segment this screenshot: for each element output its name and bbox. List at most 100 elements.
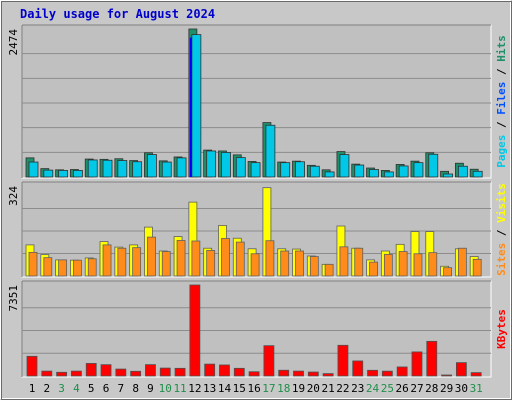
series-name-kbytes: KBytes — [495, 309, 508, 349]
x-tick-label: 17 — [262, 382, 275, 395]
x-tick-label: 29 — [440, 382, 453, 395]
x-tick-label: 28 — [425, 382, 438, 395]
x-tick-label: 8 — [132, 382, 139, 395]
x-tick-label: 23 — [351, 382, 364, 395]
bar-sites-6 — [102, 244, 112, 277]
series-label-hits-files-pages: Pages / Files / Hits — [495, 35, 508, 168]
series-name-files: Files — [495, 82, 508, 115]
bar-kbytes-17 — [263, 345, 275, 377]
bar-files-8 — [132, 161, 143, 178]
bar-files-12 — [191, 34, 202, 178]
bar-files-13 — [206, 150, 217, 178]
x-tick-label: 27 — [410, 382, 423, 395]
x-tick-label: 1 — [29, 382, 36, 395]
bar-files-2 — [43, 169, 54, 178]
bar-sites-15 — [235, 241, 245, 277]
bar-sites-31 — [472, 258, 482, 277]
x-tick-label: 12 — [188, 382, 201, 395]
axis-max-label: 2474 — [7, 29, 20, 56]
bar-kbytes-6 — [100, 364, 112, 377]
x-tick-label: 19 — [292, 382, 305, 395]
bar-kbytes-18 — [278, 369, 290, 377]
bar-kbytes-22 — [337, 344, 349, 377]
bar-sites-25 — [383, 253, 393, 277]
x-tick-label: 9 — [147, 382, 154, 395]
bar-files-21 — [324, 171, 335, 178]
bar-files-3 — [58, 170, 69, 178]
axis-max-label: 324 — [7, 186, 20, 206]
bar-files-24 — [369, 169, 379, 178]
bar-kbytes-24 — [367, 369, 378, 377]
bar-kbytes-8 — [130, 370, 142, 377]
bar-files-28 — [428, 153, 439, 178]
bar-sites-19 — [295, 250, 304, 277]
bar-sites-13 — [206, 250, 216, 277]
x-tick-label: 15 — [233, 382, 246, 395]
x-tick-label: 6 — [103, 382, 110, 395]
bar-files-29 — [443, 173, 453, 178]
bar-files-19 — [295, 161, 305, 178]
bar-sites-9 — [147, 236, 156, 277]
bar-sites-2 — [43, 257, 53, 277]
bar-files-15 — [235, 157, 246, 178]
x-tick-label: 25 — [381, 382, 394, 395]
series-name-pages: Pages — [495, 135, 508, 168]
x-tick-label: 20 — [307, 382, 320, 395]
panel-visits-sites: 324 Sites / Visits — [7, 181, 508, 278]
bar-kbytes-14 — [219, 364, 230, 377]
bar-sites-16 — [250, 253, 260, 277]
bar-sites-30 — [457, 247, 467, 277]
bar-kbytes-27 — [411, 351, 423, 377]
panel-kbytes: 7351 KBytes — [7, 280, 508, 378]
bar-sites-5 — [87, 258, 97, 277]
bar-files-16 — [250, 162, 261, 178]
bar-kbytes-11 — [174, 367, 186, 377]
bar-sites-3 — [58, 259, 68, 277]
bar-kbytes-4 — [71, 370, 82, 377]
bar-sites-11 — [176, 240, 186, 277]
x-tick-label: 31 — [470, 382, 483, 395]
bar-sites-7 — [117, 247, 127, 277]
bar-kbytes-9 — [145, 364, 156, 377]
series-name-hits: Hits — [495, 35, 508, 62]
bar-sites-20 — [309, 256, 319, 277]
bar-files-23 — [354, 164, 365, 178]
bar-files-22 — [339, 154, 350, 178]
bar-files-5 — [87, 159, 98, 178]
bar-sites-22 — [339, 246, 349, 277]
bar-kbytes-10 — [159, 367, 171, 377]
bar-files-1 — [28, 161, 39, 178]
x-tick-label: 24 — [366, 382, 380, 395]
bar-kbytes-16 — [248, 371, 260, 377]
bar-sites-26 — [398, 251, 408, 277]
bar-sites-28 — [428, 252, 438, 277]
bar-kbytes-2 — [41, 370, 53, 377]
bar-files-20 — [309, 165, 320, 178]
bar-kbytes-30 — [455, 362, 467, 377]
series-label-kbytes: KBytes — [495, 309, 508, 349]
x-tick-label: 10 — [159, 382, 172, 395]
x-tick-label: 2 — [43, 382, 50, 395]
bar-sites-10 — [161, 251, 171, 277]
x-tick-label: 14 — [218, 382, 232, 395]
bar-kbytes-3 — [56, 371, 68, 377]
bar-files-27 — [413, 162, 424, 178]
bar-files-11 — [176, 157, 187, 178]
bar-sites-8 — [132, 247, 142, 277]
series-name-visits: Visits — [495, 183, 508, 223]
series-label-visits-sites: Sites / Visits — [495, 183, 508, 276]
bar-sites-17 — [265, 240, 275, 277]
bar-files-17 — [265, 124, 276, 178]
bar-sites-24 — [369, 261, 378, 277]
bar-kbytes-23 — [352, 360, 364, 377]
bar-files-6 — [102, 159, 113, 178]
bar-files-9 — [147, 154, 157, 178]
series-name-sites: Sites — [495, 243, 508, 276]
axis-max-label: 7351 — [7, 285, 20, 312]
bar-files-31 — [472, 170, 483, 178]
x-tick-label: 30 — [455, 382, 468, 395]
bar-sites-4 — [73, 259, 82, 277]
x-tick-label: 22 — [336, 382, 349, 395]
bar-kbytes-29 — [441, 374, 452, 377]
